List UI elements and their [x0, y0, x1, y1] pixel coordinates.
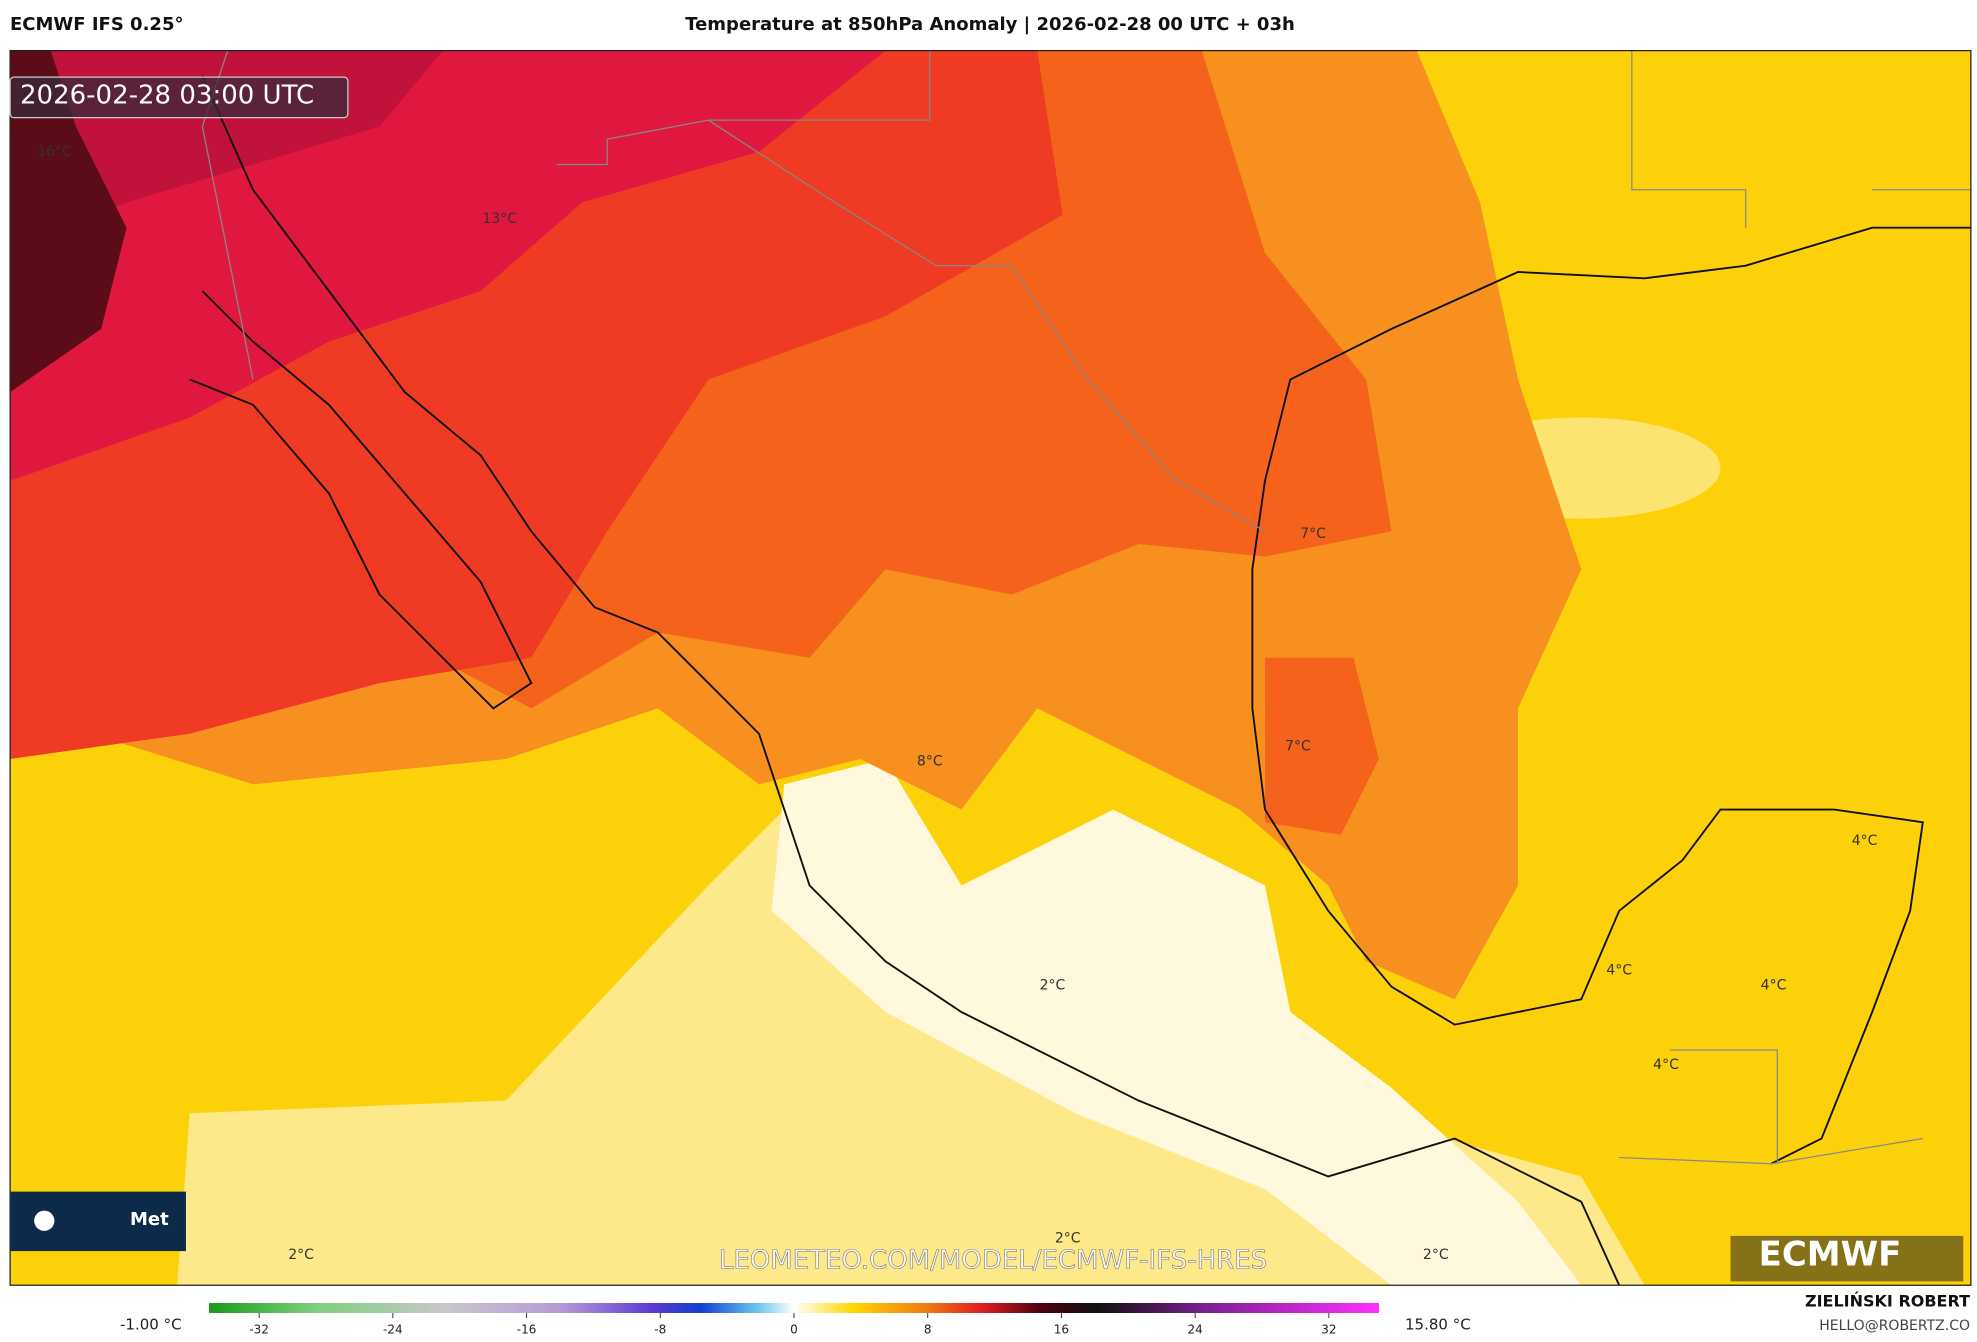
- contour-label: 2°C: [1040, 977, 1066, 993]
- colorbar-max: 15.80 °C: [1405, 1316, 1471, 1334]
- watermark: LEOMETEO.COM/MODEL/ECMWF-IFS-HRES: [719, 1246, 1267, 1276]
- colorbar-tick-label: 8: [924, 1323, 932, 1337]
- contour-label: 7°C: [1285, 738, 1311, 754]
- contour-labels: 16°C 13°C 7°C 7°C 8°C 4°C 4°C 4°C 4°C 2°C 2°C 2°C 2°…: [37, 144, 1878, 1263]
- contour-label: 8°C: [917, 754, 943, 770]
- colorbar-tick-label: -32: [249, 1323, 269, 1337]
- contour-label: 2°C: [1055, 1230, 1081, 1246]
- colorbar-tick-label: 32: [1321, 1323, 1336, 1337]
- map-title: Temperature at 850hPa Anomaly | 2026-02-…: [685, 14, 1295, 35]
- contour-label: 2°C: [1423, 1247, 1449, 1263]
- colorbar-tick-label: 0: [790, 1323, 798, 1337]
- model-name: ECMWF IFS 0.25°: [10, 14, 183, 35]
- contour-label: 4°C: [1653, 1057, 1679, 1073]
- logo-left: Met: [130, 1209, 169, 1230]
- email: HELLO@ROBERTZ.CO: [1819, 1318, 1970, 1334]
- contour-label: 4°C: [1761, 977, 1787, 993]
- timestamp: 2026-02-28 03:00 UTC: [20, 81, 314, 111]
- contour-label: 16°C: [37, 144, 72, 160]
- contour-label: 7°C: [1300, 526, 1326, 542]
- colorbar-tick-label: -16: [517, 1323, 537, 1337]
- colorbar-min: -1.00 °C: [120, 1316, 182, 1334]
- contour-label: 4°C: [1852, 833, 1878, 849]
- colorbar-tick-label: 24: [1188, 1323, 1203, 1337]
- colorbar-ticks: -32 -24 -16 -8 0 8 16 24 32: [249, 1313, 1336, 1337]
- contour-label: 2°C: [288, 1247, 314, 1263]
- colorbar-tick-label: -24: [383, 1323, 403, 1337]
- colorbar-tick-label: -8: [654, 1323, 666, 1337]
- logo-right: ECMWF: [1759, 1235, 1902, 1275]
- colorbar: [209, 1303, 1379, 1313]
- author: ZIELIŃSKI ROBERT: [1805, 1292, 1970, 1311]
- map: [9, 49, 1972, 1286]
- colorbar-tick-label: 16: [1054, 1323, 1069, 1337]
- contour-label: 4°C: [1606, 962, 1632, 978]
- contour-label: 13°C: [482, 211, 517, 227]
